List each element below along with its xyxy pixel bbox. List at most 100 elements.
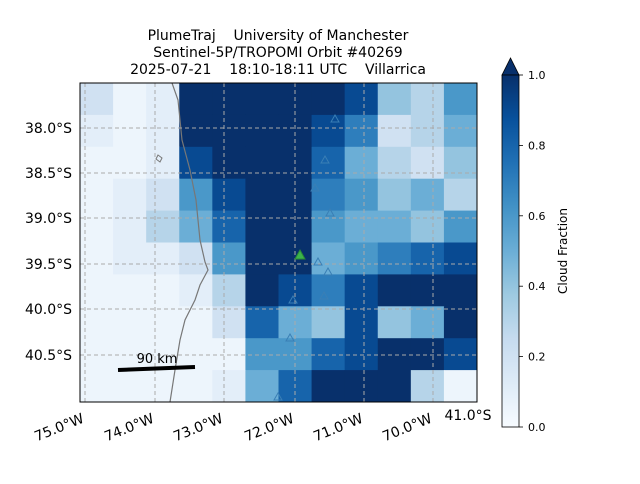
lon-label: 70.0°W bbox=[380, 411, 434, 445]
cloud-cell bbox=[377, 178, 412, 212]
cloud-cell bbox=[377, 274, 412, 307]
graticule bbox=[80, 83, 477, 402]
cloud-cell bbox=[212, 146, 246, 180]
colorbar bbox=[501, 57, 523, 428]
cloud-cell bbox=[311, 83, 346, 116]
title-line: Sentinel-5P/TROPOMI Orbit #40269 bbox=[153, 45, 402, 61]
cloud-cell bbox=[212, 114, 246, 148]
colorbar-tick-label: 0.2 bbox=[528, 351, 546, 364]
cloud-cell bbox=[410, 146, 445, 180]
volcanoes bbox=[273, 113, 340, 401]
cloud-cell bbox=[245, 83, 279, 116]
cloud-cell bbox=[311, 370, 346, 402]
cloud-cell bbox=[245, 146, 279, 180]
cloud-cell bbox=[146, 114, 180, 148]
cloud-cell bbox=[245, 242, 279, 275]
cloud-cell bbox=[410, 274, 445, 307]
cloud-cell bbox=[80, 146, 114, 180]
lat-label: 39.5°S bbox=[25, 257, 72, 273]
cloud-cell bbox=[245, 210, 279, 243]
cloud-cell bbox=[113, 242, 147, 275]
cloud-cell bbox=[344, 306, 379, 339]
cloud-cell bbox=[179, 274, 213, 307]
lon-label: 75.0°W bbox=[32, 411, 86, 445]
cloud-cell bbox=[410, 210, 445, 243]
cloud-cell bbox=[146, 210, 180, 243]
cloud-cell bbox=[344, 83, 379, 116]
cloud-cell bbox=[377, 242, 412, 275]
cloud-cell bbox=[443, 83, 477, 116]
cloud-cell bbox=[212, 370, 246, 402]
cloud-cell bbox=[344, 274, 379, 307]
cloud-cell bbox=[212, 242, 246, 275]
cloud-cell bbox=[377, 146, 412, 180]
cloud-cell bbox=[245, 338, 279, 371]
lat-label: 38.5°S bbox=[25, 166, 72, 182]
cloud-cell bbox=[377, 338, 412, 371]
cloud-cell bbox=[179, 114, 213, 148]
lat-label: 40.5°S bbox=[25, 348, 72, 364]
cloud-cell bbox=[344, 146, 379, 180]
cloud-cell bbox=[80, 210, 114, 243]
cloud-cell bbox=[443, 370, 477, 402]
cloud-cell bbox=[311, 306, 346, 339]
cloud-cell bbox=[80, 306, 114, 339]
colorbar-tick-label: 0.4 bbox=[528, 280, 546, 293]
title-line: 2025-07-21 18:10-18:11 UTC Villarrica bbox=[130, 62, 426, 78]
title-line: PlumeTraj University of Manchester bbox=[148, 28, 409, 44]
cloud-cell bbox=[80, 114, 114, 148]
cloud-cell bbox=[311, 242, 346, 275]
cloud-cell bbox=[245, 370, 279, 402]
cloud-cell bbox=[443, 146, 477, 180]
cloud-cell bbox=[80, 83, 114, 116]
cloud-cell bbox=[146, 83, 180, 116]
cloud-cell bbox=[311, 178, 346, 212]
cloud-cell bbox=[146, 242, 180, 275]
cloud-cell bbox=[179, 210, 213, 243]
cloud-cell bbox=[113, 210, 147, 243]
colorbar-extension bbox=[501, 57, 520, 76]
cloud-cell bbox=[443, 274, 477, 307]
colorbar-tick-label: 0.0 bbox=[528, 421, 546, 434]
colorbar-tick-label: 0.8 bbox=[528, 139, 546, 152]
lon-label: 71.0°W bbox=[311, 411, 365, 445]
cloud-cell bbox=[311, 210, 346, 243]
cloud-cell bbox=[344, 178, 379, 212]
cloud-cell bbox=[443, 306, 477, 339]
cloud-cell bbox=[212, 83, 246, 116]
cloud-cell bbox=[410, 114, 445, 148]
cloud-cell bbox=[146, 306, 180, 339]
scale-bar-label: 90 km bbox=[137, 352, 178, 367]
cloud-cell bbox=[146, 178, 180, 212]
cloud-cell bbox=[377, 210, 412, 243]
cloud-cell bbox=[179, 370, 213, 402]
cloud-cell bbox=[113, 306, 147, 339]
coastline bbox=[169, 82, 209, 403]
cloud-cell bbox=[80, 274, 114, 307]
lon-label: 73.0°W bbox=[171, 411, 225, 445]
cloud-cell bbox=[410, 178, 445, 212]
cloud-cell bbox=[113, 338, 147, 371]
cloud-raster bbox=[80, 83, 477, 402]
cloud-cell bbox=[80, 242, 114, 275]
cloud-cell bbox=[443, 210, 477, 243]
cloud-cell bbox=[344, 370, 379, 402]
cloud-cell bbox=[344, 114, 379, 148]
cloud-cell bbox=[113, 114, 147, 148]
cloud-cell bbox=[344, 242, 379, 275]
cloud-cell bbox=[80, 178, 114, 212]
cloud-cell bbox=[344, 338, 379, 371]
cloud-cell bbox=[80, 338, 114, 371]
cloud-cell bbox=[410, 370, 445, 402]
colorbar-label: Cloud Fraction bbox=[556, 208, 570, 294]
cloud-cell bbox=[377, 370, 412, 402]
cloud-cell bbox=[410, 306, 445, 339]
cloud-cell bbox=[179, 338, 213, 371]
cloud-cell bbox=[245, 178, 279, 212]
colorbar-bar bbox=[501, 74, 520, 428]
cloud-cell bbox=[245, 114, 279, 148]
cloud-cell bbox=[377, 306, 412, 339]
cloud-cell bbox=[113, 146, 147, 180]
colorbar-tick-label: 1.0 bbox=[528, 69, 546, 82]
cloud-cell bbox=[212, 306, 246, 339]
